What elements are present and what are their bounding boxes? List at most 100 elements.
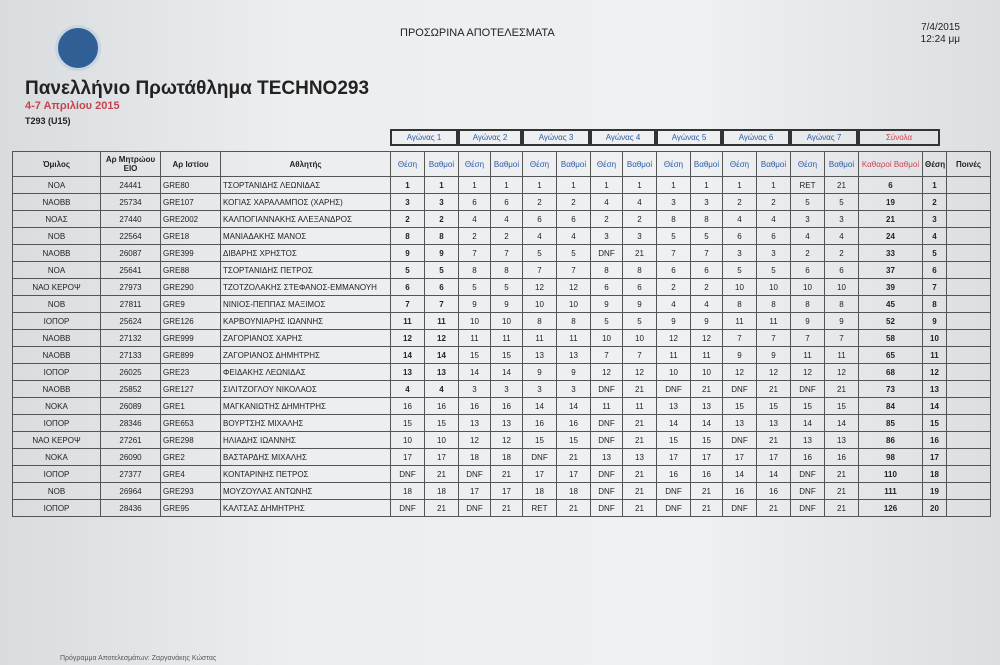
cell: 9 (722, 346, 757, 364)
cell: DNF (590, 244, 623, 262)
result-row: NOB 22564 GRE18 ΜΑΝΙΑΔΑΚΗΣ ΜΑΝΟΣ 8 8 2 2 4 4 3 3 5 5 6… (12, 227, 991, 245)
cell: 14 (522, 397, 557, 415)
cell: ΙΟΠΟΡ (12, 499, 101, 517)
cell: GRE999 (160, 329, 221, 347)
cell: 25624 (100, 312, 161, 330)
cell: NOB (12, 295, 101, 313)
cell: 7 (756, 329, 791, 347)
cell: 1 (590, 176, 623, 194)
cell: 86 (858, 431, 923, 449)
cell: 9 (824, 312, 859, 330)
column-header: Όμιλος (12, 151, 101, 177)
cell: 68 (858, 363, 923, 381)
cell: 12 (756, 363, 791, 381)
result-row: NAOBB 26087 GRE399 ΔΙΒΑΡΗΣ ΧΡΗΣΤΟΣ 9 9 7 7 5 5 DNF… (12, 244, 991, 262)
cell: 85 (858, 414, 923, 432)
cell: 7 (922, 278, 947, 296)
heading: ΠΡΟΣΩΡΙΝΑ ΑΠΟΤΕΛΕΣΜΑΤΑ (400, 27, 555, 39)
race-group: Αγώνας 5 (656, 129, 722, 146)
cell: 21 (690, 380, 723, 398)
cell: GRE298 (160, 431, 221, 449)
column-header: Βαθμοί (756, 151, 791, 177)
cell: 2 (656, 278, 691, 296)
cell: 21 (824, 465, 859, 483)
cell: 4 (656, 295, 691, 313)
cell: 13 (824, 431, 859, 449)
cell: 17 (458, 482, 491, 500)
cell: 2 (824, 244, 859, 262)
cell: ΝΑΟ ΚΕΡΟΨ (12, 431, 101, 449)
cell: 8 (622, 261, 657, 279)
cell: 24441 (100, 176, 161, 194)
cell: ΦΕΙΔΑΚΗΣ ΛΕΩΝΙΔΑΣ (220, 363, 391, 381)
cell: 2 (756, 193, 791, 211)
cell: 13 (790, 431, 825, 449)
cell: 26089 (100, 397, 161, 415)
cell: 1 (458, 176, 491, 194)
column-header: Βαθμοί (556, 151, 591, 177)
cell: 16 (656, 465, 691, 483)
result-row: NOKA 26089 GRE1 ΜΑΓΚΑΝΙΩΤΗΣ ΔΗΜΗΤΡΗΣ 16 16 16 1… (12, 397, 991, 415)
result-row: NOA 24441 GRE80 ΤΣΟΡΤΑΝΙΔΗΣ ΛΕΩΝΙΔΑΣ 1 1 1 1 1 1 1… (12, 176, 991, 194)
cell: 14 (922, 397, 947, 415)
cell: 5 (390, 261, 425, 279)
cell: 2 (458, 227, 491, 245)
cell: ΗΛΙΑΔΗΣ ΙΩΑΝΝΗΣ (220, 431, 391, 449)
race-group: Αγώνας 6 (722, 129, 790, 146)
cell: 6 (424, 278, 459, 296)
cell: NAOBB (12, 346, 101, 364)
cell: GRE4 (160, 465, 221, 483)
cell: 2 (690, 278, 723, 296)
cell: 16 (424, 397, 459, 415)
cell: 9 (556, 363, 591, 381)
cell: ΖΑΓΟΡΙΑΝΟΣ ΔΗΜΗΤΡΗΣ (220, 346, 391, 364)
cell: ΙΟΠΟΡ (12, 465, 101, 483)
cell: 19 (922, 482, 947, 500)
cell: DNF (458, 465, 491, 483)
cell: 4 (424, 380, 459, 398)
column-header: Αθλητής (220, 151, 391, 177)
cell: 11 (458, 329, 491, 347)
cell: 4 (458, 210, 491, 228)
cell: 21 (490, 465, 523, 483)
cell: 4 (690, 295, 723, 313)
column-header: Θέση (722, 151, 757, 177)
cell: 13 (590, 448, 623, 466)
cell: 10 (424, 431, 459, 449)
cell: 17 (690, 448, 723, 466)
cell: 14 (722, 465, 757, 483)
title: Πανελλήνιο Πρωτάθλημα TECHNO293 (25, 78, 370, 99)
cell: DNF (790, 482, 825, 500)
cell: 6 (690, 261, 723, 279)
cell: 3 (590, 227, 623, 245)
cell: 6 (790, 261, 825, 279)
cell: 2 (390, 210, 425, 228)
result-row: NOA 25641 GRE88 ΤΣΟΡΤΑΝΙΔΗΣ ΠΕΤΡΟΣ 5 5 8 8 7 7 8 8 6… (12, 261, 991, 279)
cell (946, 227, 991, 245)
column-header: Βαθμοί (690, 151, 723, 177)
cell: DNF (722, 380, 757, 398)
cell: 10 (922, 329, 947, 347)
cell: 6 (590, 278, 623, 296)
cell: 9 (490, 295, 523, 313)
cell: 8 (424, 227, 459, 245)
cell: 110 (858, 465, 923, 483)
cell: 6 (756, 227, 791, 245)
cell: 5 (656, 227, 691, 245)
cell: 3 (490, 380, 523, 398)
cell: 21 (690, 499, 723, 517)
cell: ΚΑΛΠΟΓΙΑΝΝΑΚΗΣ ΑΛΕΞΑΝΔΡΟΣ (220, 210, 391, 228)
cell (946, 210, 991, 228)
cell: 9 (522, 363, 557, 381)
cell: 17 (424, 448, 459, 466)
cell: 6 (458, 193, 491, 211)
column-header: Θέση (656, 151, 691, 177)
cell: 27973 (100, 278, 161, 296)
cell: 13 (556, 346, 591, 364)
cell: 13 (622, 448, 657, 466)
cell: GRE293 (160, 482, 221, 500)
cell (946, 380, 991, 398)
cell: 11 (490, 329, 523, 347)
result-row: ΙΟΠΟΡ 25624 GRE126 ΚΑΡΒΟΥΝΙΑΡΗΣ ΙΩΑΝΝΗΣ 11 11… (12, 312, 991, 330)
cell: 4 (824, 227, 859, 245)
